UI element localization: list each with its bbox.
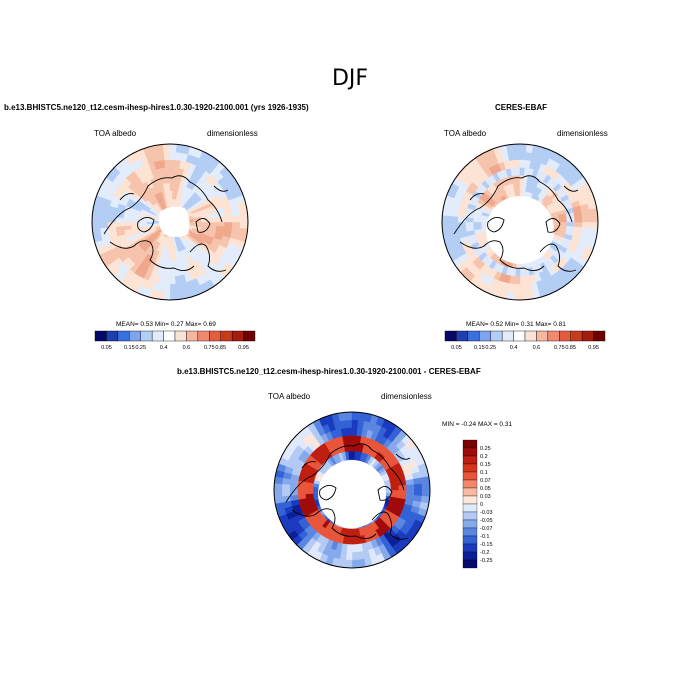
panel3-units-label: dimensionless (381, 392, 432, 401)
svg-text:0.6: 0.6 (183, 345, 191, 351)
svg-text:-0.03: -0.03 (480, 510, 493, 516)
svg-text:0.15: 0.15 (474, 345, 485, 351)
svg-text:0.05: 0.05 (101, 345, 112, 351)
svg-text:-0.15: -0.15 (480, 542, 493, 548)
svg-text:0.95: 0.95 (238, 345, 249, 351)
panel3-polar-map (273, 411, 431, 569)
svg-text:0.03: 0.03 (480, 494, 491, 500)
panel2-title: CERES-EBAF (495, 103, 548, 112)
svg-text:0: 0 (480, 502, 483, 508)
panel3-colorbar: 0.25 0.2 0.15 0.1 0.07 0.05 0.03 0 -0.03 -0.05 -0.… (462, 439, 493, 569)
svg-text:0.6: 0.6 (533, 345, 541, 351)
panel2-stats: MEAN= 0.52 Min= 0.31 Max= 0.81 (466, 321, 566, 328)
svg-text:0.05: 0.05 (451, 345, 462, 351)
panel2-units-label: dimensionless (557, 129, 608, 138)
svg-text:-0.07: -0.07 (480, 526, 493, 532)
svg-text:-0.1: -0.1 (480, 534, 489, 540)
svg-text:0.25: 0.25 (480, 446, 491, 452)
svg-text:0.05: 0.05 (480, 486, 491, 492)
svg-text:0.2: 0.2 (480, 454, 488, 460)
svg-text:0.4: 0.4 (160, 345, 168, 351)
svg-text:0.85: 0.85 (215, 345, 226, 351)
panel3-variable-label: TOA albedo (268, 392, 311, 401)
panel3-title: b.e13.BHISTC5.ne120_t12.cesm-ihesp-hires… (177, 367, 481, 376)
panel2-variable-label: TOA albedo (444, 129, 487, 138)
panel1-stats: MEAN= 0.53 Min= 0.27 Max= 0.69 (116, 321, 216, 328)
svg-text:0.15: 0.15 (480, 462, 491, 468)
svg-text:-0.05: -0.05 (480, 518, 493, 524)
svg-text:0.75: 0.75 (204, 345, 215, 351)
panel2-polar-map (441, 143, 599, 301)
svg-text:0.75: 0.75 (554, 345, 565, 351)
svg-text:0.4: 0.4 (510, 345, 518, 351)
svg-text:0.07: 0.07 (480, 478, 491, 484)
svg-text:0.95: 0.95 (588, 345, 599, 351)
panel1-units-label: dimensionless (207, 129, 258, 138)
svg-text:0.25: 0.25 (485, 345, 496, 351)
svg-text:0.1: 0.1 (480, 470, 488, 476)
svg-text:0.85: 0.85 (565, 345, 576, 351)
panel1-title: b.e13.BHISTC5.ne120_t12.cesm-ihesp-hires… (4, 103, 309, 112)
svg-text:-0.2: -0.2 (480, 550, 489, 556)
svg-text:-0.25: -0.25 (480, 558, 493, 564)
figure-title: DJF (331, 66, 369, 91)
panel1-polar-map (91, 143, 249, 301)
panel1-variable-label: TOA albedo (94, 129, 137, 138)
svg-text:0.15: 0.15 (124, 345, 135, 351)
panel2-colorbar: 0.05 0.15 0.25 0.4 0.6 0.75 0.85 0.95 (444, 330, 606, 351)
svg-text:0.25: 0.25 (135, 345, 146, 351)
panel1-colorbar: 0.05 0.15 0.25 0.4 0.6 0.75 0.85 0.95 (94, 330, 256, 351)
panel3-stats: MIN = -0.24 MAX = 0.31 (442, 421, 513, 428)
